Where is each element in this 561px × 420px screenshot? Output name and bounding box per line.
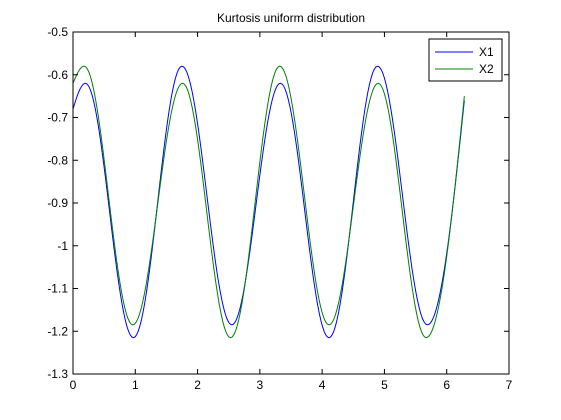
y-tick-label: -1 — [57, 239, 68, 253]
y-tick-label: -1.3 — [47, 367, 68, 381]
series-layer — [72, 65, 465, 339]
plot-area — [73, 32, 509, 374]
series-line-x2 — [72, 65, 465, 339]
x-tick-label: 3 — [257, 378, 264, 392]
legend-label-x1: X1 — [479, 45, 494, 59]
y-tick-label: -0.8 — [47, 153, 68, 167]
legend-box — [428, 38, 503, 82]
y-tick-label: -0.6 — [47, 68, 68, 82]
ticks-layer: 0 1 2 3 4 5 6 7 -1.3 -1.2 -1.1 -1 -0.9 -0.8 -0.7 -0.6 -0… — [47, 25, 512, 392]
x-tick-label: 2 — [194, 378, 201, 392]
x-tick-label: 1 — [132, 378, 139, 392]
y-tick-label: -0.7 — [47, 111, 68, 125]
series-line-x1 — [72, 65, 465, 339]
x-tick-label: 7 — [506, 378, 513, 392]
x-tick-label: 0 — [70, 378, 77, 392]
x-tick-label: 6 — [443, 378, 450, 392]
y-tick-label: -1.2 — [47, 324, 68, 338]
y-tick-label: -1.1 — [47, 282, 68, 296]
y-tick-label: -0.9 — [47, 196, 68, 210]
chart-title: Kurtosis uniform distribution — [217, 11, 365, 25]
y-tick-label: -0.5 — [47, 25, 68, 39]
legend-label-x2: X2 — [479, 62, 494, 76]
x-tick-label: 4 — [319, 378, 326, 392]
x-tick-label: 5 — [381, 378, 388, 392]
